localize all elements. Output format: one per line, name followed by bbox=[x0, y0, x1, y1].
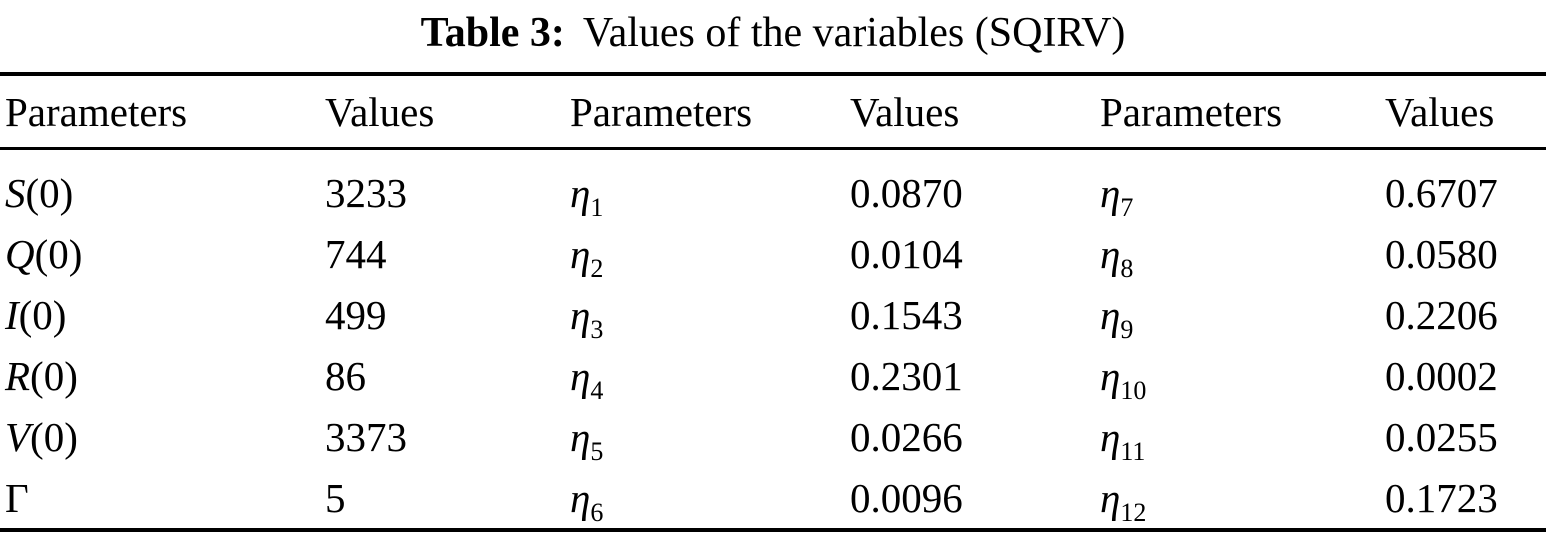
parameter-cell: S(0) bbox=[5, 169, 74, 216]
parameter-cell: η3 bbox=[570, 291, 604, 344]
parameter-cell: R(0) bbox=[5, 352, 78, 399]
column-header: Parameters bbox=[565, 74, 845, 150]
value-cell: 499 bbox=[325, 291, 387, 338]
parameter-cell: η2 bbox=[570, 230, 604, 283]
table-row: V(0) 3373 η5 0.0266 η11 0.0255 bbox=[0, 406, 1546, 467]
value-cell: 0.0002 bbox=[1385, 352, 1498, 399]
value-cell: 744 bbox=[325, 230, 387, 277]
value-cell: 0.0580 bbox=[1385, 230, 1498, 277]
column-header: Parameters bbox=[1095, 74, 1380, 150]
parameter-cell: η9 bbox=[1100, 291, 1134, 344]
value-cell: 86 bbox=[325, 352, 366, 399]
column-header: Values bbox=[320, 74, 565, 150]
value-cell: 0.1723 bbox=[1385, 474, 1498, 521]
value-cell: 0.0255 bbox=[1385, 413, 1498, 460]
parameter-cell: η7 bbox=[1100, 169, 1134, 222]
value-cell: 0.0870 bbox=[850, 169, 963, 216]
value-cell: 0.0266 bbox=[850, 413, 963, 460]
table-header: Parameters Values Parameters Values Paramete… bbox=[0, 74, 1546, 150]
parameter-cell: η12 bbox=[1100, 474, 1147, 527]
value-cell: 0.0104 bbox=[850, 230, 963, 277]
header-row: Parameters Values Parameters Values Paramete… bbox=[0, 74, 1546, 150]
table-row: Γ 5 η6 0.0096 η12 0.1723 bbox=[0, 467, 1546, 530]
value-cell: 0.0096 bbox=[850, 474, 963, 521]
table-caption-label: Table 3: bbox=[420, 10, 565, 56]
value-cell: 5 bbox=[325, 474, 346, 521]
table-row: I(0) 499 η3 0.1543 η9 0.2206 bbox=[0, 284, 1546, 345]
table-caption: Table 3: Values of the variables (SQIRV) bbox=[0, 8, 1546, 58]
table-caption-text: Values of the variables (SQIRV) bbox=[582, 10, 1126, 56]
column-header: Values bbox=[845, 74, 1095, 150]
parameter-cell: η10 bbox=[1100, 352, 1147, 405]
value-cell: 0.1543 bbox=[850, 291, 963, 338]
parameter-cell: η1 bbox=[570, 169, 604, 222]
value-cell: 0.6707 bbox=[1385, 169, 1498, 216]
parameter-cell: η5 bbox=[570, 413, 604, 466]
value-cell: 3373 bbox=[325, 413, 407, 460]
parameter-cell: η4 bbox=[570, 352, 604, 405]
table-row: S(0) 3233 η1 0.0870 η7 0.6707 bbox=[0, 149, 1546, 224]
parameters-table: Parameters Values Parameters Values Paramete… bbox=[0, 72, 1546, 532]
parameter-cell: I(0) bbox=[5, 291, 67, 338]
column-header: Values bbox=[1380, 74, 1546, 150]
value-cell: 0.2206 bbox=[1385, 291, 1498, 338]
parameter-cell: η8 bbox=[1100, 230, 1134, 283]
value-cell: 0.2301 bbox=[850, 352, 963, 399]
table-body: S(0) 3233 η1 0.0870 η7 0.6707 Q(0) 744 η2 0.0104 η… bbox=[0, 149, 1546, 531]
parameter-cell: η11 bbox=[1100, 413, 1146, 466]
table-row: Q(0) 744 η2 0.0104 η8 0.0580 bbox=[0, 223, 1546, 284]
parameter-cell: η6 bbox=[570, 474, 604, 527]
table-row: R(0) 86 η4 0.2301 η10 0.0002 bbox=[0, 345, 1546, 406]
parameter-cell: Γ bbox=[5, 474, 29, 521]
value-cell: 3233 bbox=[325, 169, 407, 216]
parameter-cell: V(0) bbox=[5, 413, 78, 460]
parameter-cell: Q(0) bbox=[5, 230, 83, 277]
column-header: Parameters bbox=[0, 74, 320, 150]
